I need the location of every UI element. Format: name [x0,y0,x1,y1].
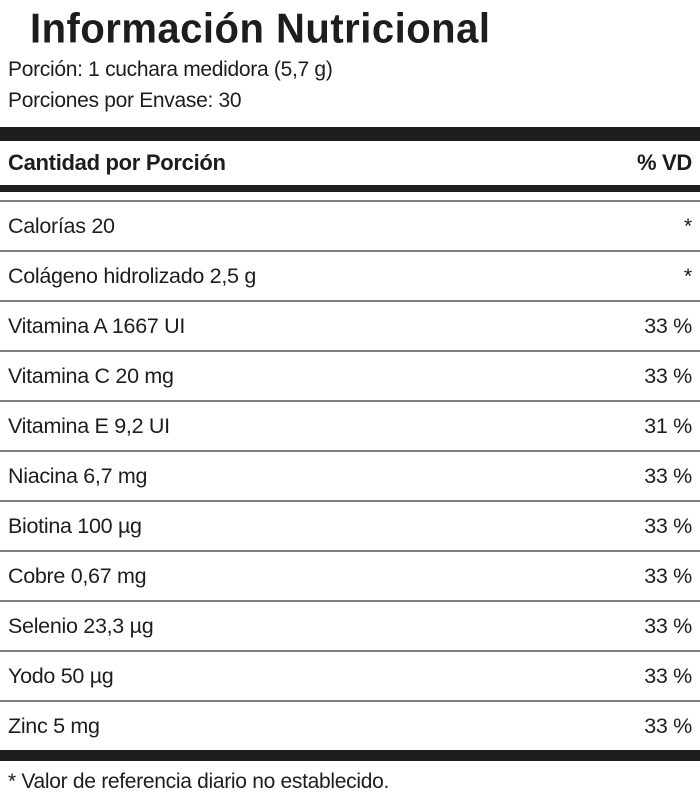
nutrient-rows: Calorías 20 * Colágeno hidrolizado 2,5 g * V… [0,200,700,750]
divider-thick-top [0,127,700,141]
nutrient-name: Colágeno hidrolizado 2,5 g [8,263,256,288]
footnote: * Valor de referencia diario no establec… [8,770,389,793]
nutrient-name: Cobre 0,67 mg [8,563,147,588]
table-row: Niacina 6,7 mg 33 % [0,450,700,500]
label-title: Información Nutricional [30,6,491,53]
nutrient-daily-value: 33 % [644,513,692,538]
servings-per-container: Porciones por Envase: 30 [8,89,242,112]
nutrient-daily-value: 33 % [644,463,692,488]
nutrient-daily-value: * [683,213,692,238]
nutrient-daily-value: 33 % [644,313,692,338]
table-row: Yodo 50 µg 33 % [0,650,700,700]
table-row: Vitamina E 9,2 UI 31 % [0,400,700,450]
nutrient-name: Vitamina C 20 mg [8,363,174,388]
header-daily-value: % VD [636,150,692,175]
table-row: Zinc 5 mg 33 % [0,700,700,750]
nutrient-daily-value: 33 % [644,713,692,738]
nutrient-daily-value: 31 % [644,413,692,438]
nutrient-name: Vitamina E 9,2 UI [8,413,170,438]
nutrient-daily-value: * [683,263,692,288]
nutrient-daily-value: 33 % [644,613,692,638]
nutrient-name: Vitamina A 1667 UI [8,313,186,338]
divider-thick-bottom [0,750,700,761]
nutrient-name: Zinc 5 mg [8,713,100,738]
table-row: Colágeno hidrolizado 2,5 g * [0,250,700,300]
table-row: Biotina 100 µg 33 % [0,500,700,550]
nutrient-daily-value: 33 % [644,663,692,688]
nutrient-name: Calorías 20 [8,213,115,238]
table-row: Vitamina C 20 mg 33 % [0,350,700,400]
table-row: Cobre 0,67 mg 33 % [0,550,700,600]
serving-size: Porción: 1 cuchara medidora (5,7 g) [8,58,333,81]
nutrient-name: Niacina 6,7 mg [8,463,148,488]
table-row: Calorías 20 * [0,200,700,250]
nutrient-name: Biotina 100 µg [8,513,142,538]
nutrient-name: Selenio 23,3 µg [8,613,154,638]
nutrient-daily-value: 33 % [644,563,692,588]
divider-thick-middle [0,185,700,192]
nutrient-name: Yodo 50 µg [8,663,114,688]
table-row: Vitamina A 1667 UI 33 % [0,300,700,350]
header-amount-per-serving: Cantidad por Porción [8,150,226,175]
nutrient-daily-value: 33 % [644,363,692,388]
table-header: Cantidad por Porción % VD [0,141,700,185]
table-row: Selenio 23,3 µg 33 % [0,600,700,650]
